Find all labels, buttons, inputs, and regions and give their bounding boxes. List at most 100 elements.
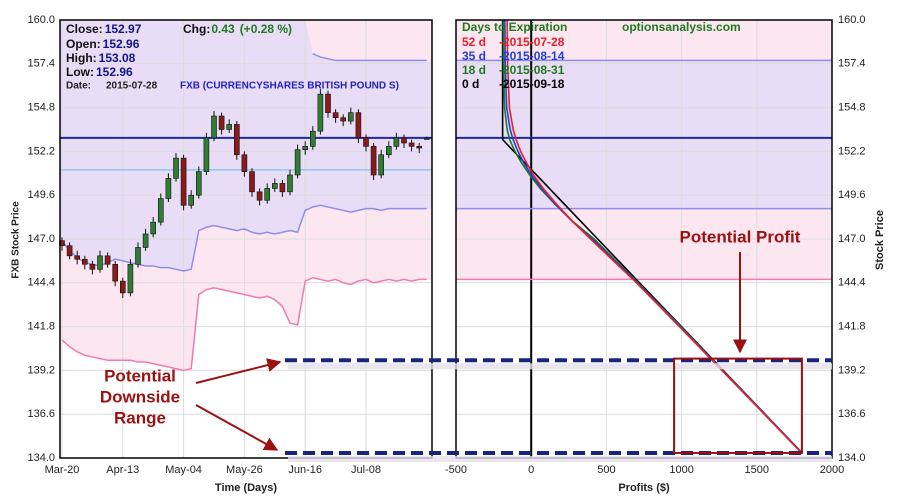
y-tick-label: 141.8 — [838, 321, 866, 333]
candle-body — [401, 137, 407, 144]
y-tick-label: 139.2 — [838, 364, 866, 376]
info-value: 153.08 — [99, 51, 136, 65]
y-axis-label: FXB Stock Price — [11, 201, 22, 279]
candle-body — [142, 233, 149, 248]
info-text: Close: 152.97 — [66, 22, 142, 36]
candle-body — [256, 191, 263, 201]
chart-title: FXB (CURRENCYSHARES BRITISH POUND S) — [180, 81, 399, 92]
annotation: Potential Profit — [680, 227, 801, 246]
x-tick-label: Apr-13 — [106, 464, 139, 476]
range-shadow — [288, 363, 832, 370]
x-tick-label: Jul-08 — [351, 464, 381, 476]
candle-body — [287, 174, 293, 193]
candle-body — [211, 115, 217, 139]
candle-body — [158, 198, 164, 223]
range-shadow — [288, 455, 832, 462]
candle-body — [340, 117, 347, 122]
profit-box — [673, 357, 803, 454]
x-tick-label: -500 — [445, 464, 467, 476]
candle-body — [355, 112, 362, 139]
y-tick-label: 157.4 — [838, 58, 866, 70]
candle-body — [294, 149, 301, 176]
candle-body — [302, 146, 309, 151]
info-value: (+0.28 %) — [240, 22, 292, 36]
candle-body — [385, 146, 392, 156]
annotation: Potential — [104, 366, 176, 385]
candle-body — [104, 255, 111, 265]
info-text: Chg:0.43 (+0.28 %) — [183, 22, 292, 36]
candle-body — [332, 112, 339, 119]
legend-date: -2015-09-18 — [499, 77, 565, 91]
x-tick-label: 500 — [597, 464, 615, 476]
candle-body — [264, 188, 271, 201]
candle-body — [82, 258, 88, 265]
candle-body — [203, 137, 210, 172]
x-axis-label: Time (Days) — [215, 482, 277, 494]
info-text: High: 153.08 — [66, 51, 136, 65]
y-tick-label: 144.4 — [27, 277, 55, 289]
x-tick-label: 1500 — [745, 464, 769, 476]
profit-line — [506, 19, 803, 454]
y-tick-label: 157.4 — [27, 58, 55, 70]
y-tick-label: 160.0 — [838, 14, 866, 26]
y-tick-label: 154.8 — [838, 102, 866, 114]
candle-body — [325, 93, 331, 113]
plot-frame — [59, 19, 433, 459]
candle-body — [173, 157, 179, 179]
legend-date: -2015-07-28 — [499, 35, 565, 49]
x-tick-label: May-26 — [226, 464, 263, 476]
candle-body — [363, 137, 369, 147]
info-label: Open: — [66, 37, 101, 51]
info-value: 0.43 — [211, 22, 235, 36]
legend-date: -2015-08-31 — [499, 63, 565, 77]
annotation: Range — [114, 408, 166, 427]
candle-body — [408, 142, 415, 147]
x-tick-label: Jun-16 — [288, 464, 322, 476]
y-tick-label: 149.6 — [838, 189, 866, 201]
candle-body — [112, 263, 118, 282]
legend-label: 35 d — [462, 49, 486, 63]
info-text: Low: 152.96 — [66, 65, 133, 79]
info-value: Chg: — [183, 22, 210, 36]
info-label: Low: — [66, 65, 94, 79]
info-label: Date: — [66, 81, 91, 92]
candle-body — [317, 93, 324, 132]
candle-body — [309, 130, 316, 147]
y-tick-label: 136.6 — [27, 408, 55, 420]
x-tick-label: 0 — [528, 464, 534, 476]
legend-label: 52 d — [462, 35, 486, 49]
candle-body — [97, 255, 103, 270]
band-line — [312, 53, 427, 62]
y-tick-label: 141.8 — [27, 321, 55, 333]
legend-label: 18 d — [462, 63, 486, 77]
candle-body — [226, 124, 232, 130]
y-tick-label: 139.2 — [27, 364, 55, 376]
band-line — [61, 204, 427, 272]
y-tick-label: 160.0 — [27, 14, 55, 26]
candle-body — [196, 171, 202, 196]
candle-body — [249, 171, 255, 193]
band-fill — [60, 20, 432, 272]
candle-body — [218, 115, 225, 130]
annotation-arrow — [195, 404, 279, 451]
y-tick-label: 134.0 — [27, 452, 55, 464]
candle-body — [241, 154, 248, 172]
candle-body — [370, 146, 377, 176]
candle-body — [416, 146, 423, 149]
y-axis-label: Stock Price — [874, 210, 886, 270]
candle-body — [234, 124, 240, 156]
candle-body — [423, 138, 430, 140]
candle-body — [378, 154, 385, 176]
candle-body — [271, 183, 278, 189]
x-axis-label: Profits ($) — [618, 482, 670, 494]
y-tick-label: 149.6 — [27, 189, 55, 201]
y-tick-label: 147.0 — [27, 233, 55, 245]
x-tick-label: 1000 — [669, 464, 693, 476]
y-tick-label: 136.6 — [838, 408, 866, 420]
y-tick-label: 154.8 — [27, 102, 55, 114]
x-tick-label: 2000 — [820, 464, 844, 476]
info-value: 2015-07-28 — [106, 81, 158, 92]
annotation-arrow — [195, 358, 282, 384]
info-label: High: — [66, 51, 97, 65]
